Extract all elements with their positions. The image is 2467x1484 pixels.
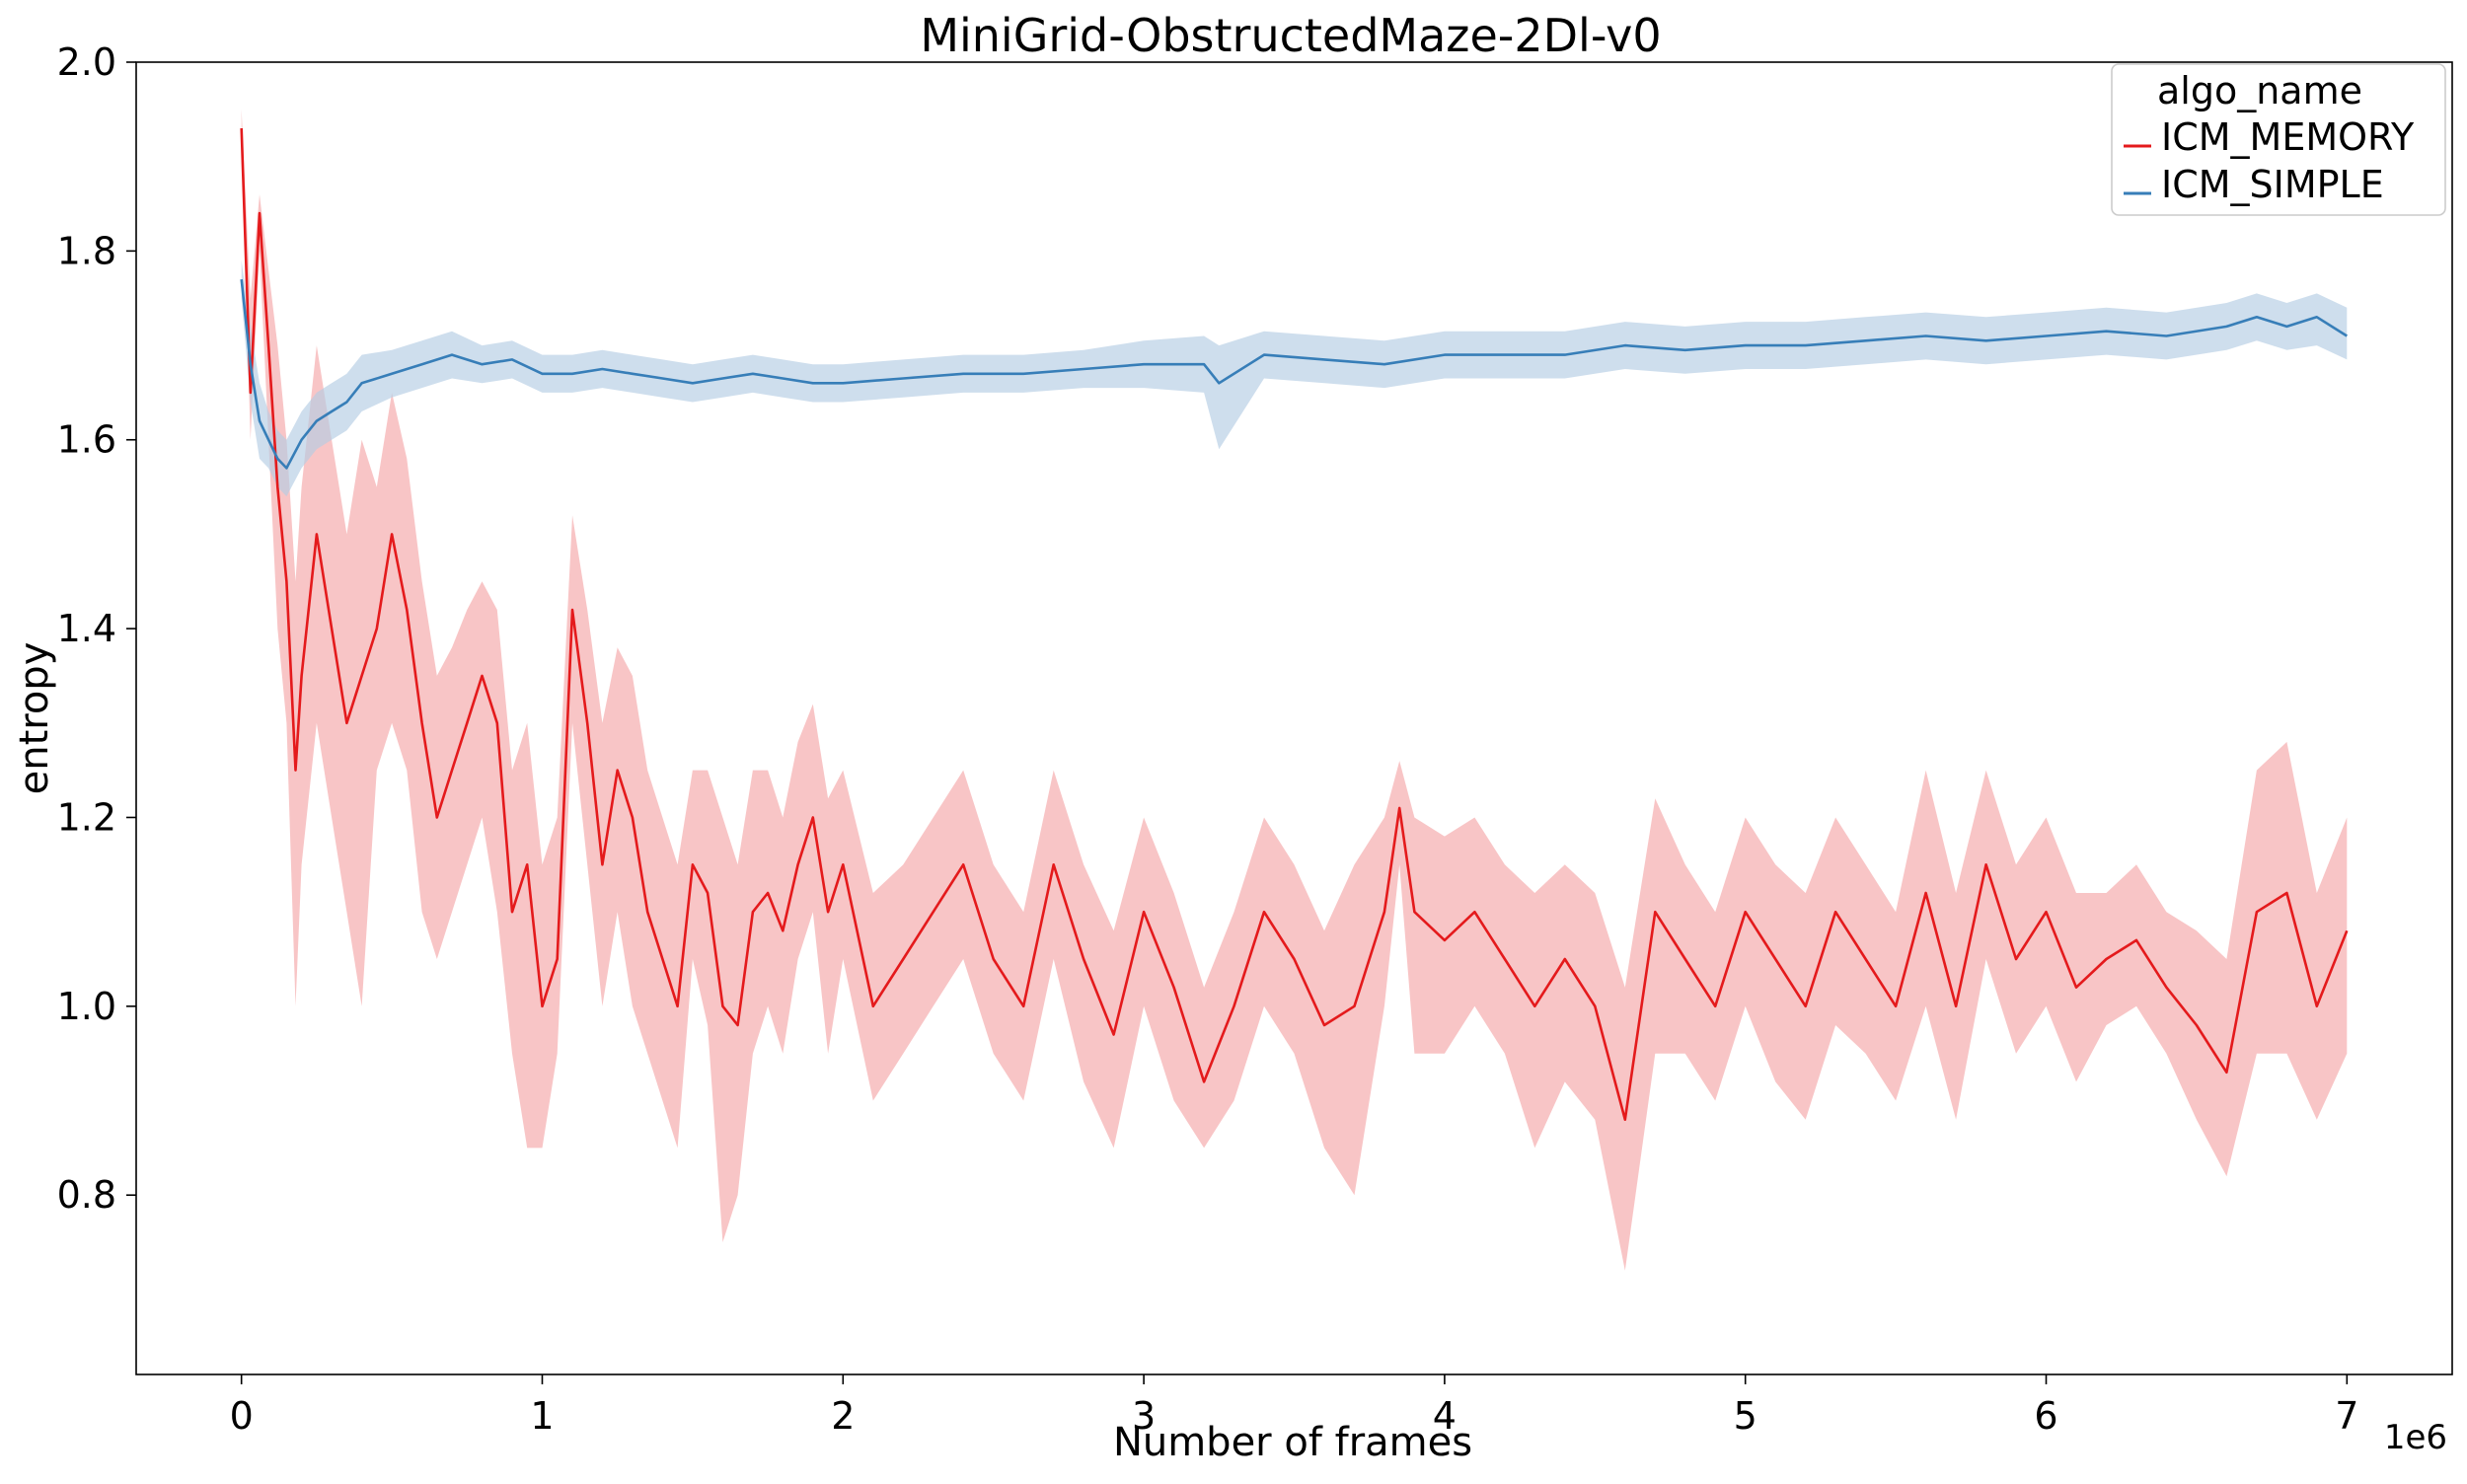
y-axis-ticks: 0.8 1.0 1.2 1.4 1.6 1.8 2.0: [57, 40, 136, 1217]
legend-label: ICM_MEMORY: [2161, 115, 2415, 159]
y-tick-label: 1.2: [57, 795, 116, 839]
confidence-band-icm-memory: [241, 109, 2348, 1271]
legend-label: ICM_SIMPLE: [2161, 163, 2384, 206]
confidence-band-icm-simple: [241, 260, 2348, 497]
y-tick-label: 1.6: [57, 418, 116, 462]
y-axis-label: entropy: [12, 642, 57, 795]
y-tick-label: 1.0: [57, 985, 116, 1028]
x-axis-label: Number of frames: [1113, 1420, 1472, 1465]
legend-title: algo_name: [2157, 69, 2362, 112]
confidence-bands: [241, 109, 2348, 1271]
series-line-icm-simple: [240, 278, 2348, 470]
x-tick-label: 1: [530, 1394, 554, 1438]
x-axis-offset-label: 1e6: [2384, 1418, 2447, 1457]
chart-title: MiniGrid-ObstructedMaze-2Dl-v0: [920, 9, 1661, 62]
y-tick-label: 2.0: [57, 40, 116, 84]
y-tick-label: 1.4: [57, 607, 116, 650]
series-line-icm-memory: [240, 127, 2349, 1121]
x-tick-label: 7: [2335, 1394, 2358, 1438]
x-axis-ticks: 0 1 2 3 4 5 6 7: [230, 1374, 2358, 1438]
legend-box: [2111, 63, 2446, 216]
x-tick-label: 4: [1433, 1394, 1457, 1438]
x-tick-label: 0: [230, 1394, 254, 1438]
plot-frame: [135, 61, 2453, 1375]
y-tick-label: 0.8: [57, 1173, 116, 1217]
x-tick-label: 3: [1132, 1394, 1156, 1438]
y-tick-label: 1.8: [57, 229, 116, 272]
x-tick-label: 6: [2034, 1394, 2057, 1438]
x-tick-label: 5: [1734, 1394, 1757, 1438]
series-lines: [240, 127, 2349, 1121]
x-tick-label: 2: [831, 1394, 855, 1438]
